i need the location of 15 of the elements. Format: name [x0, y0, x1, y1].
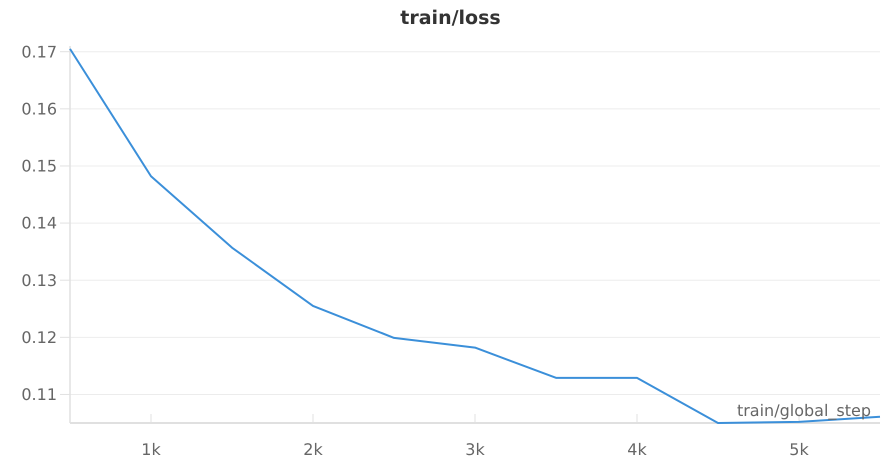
- y-tick-label: 0.17: [21, 42, 57, 62]
- x-tick-label: 1k: [141, 440, 162, 459]
- y-tick-label: 0.13: [21, 270, 57, 290]
- y-tick-label: 0.14: [21, 214, 57, 233]
- y-tick-label: 0.16: [21, 99, 57, 118]
- y-tick-label: 0.12: [21, 328, 57, 347]
- x-tick-label: 3k: [465, 440, 486, 459]
- chart-title: train/loss: [400, 7, 501, 29]
- x-tick-label: 2k: [303, 440, 324, 459]
- x-axis-title: train/global_step: [736, 401, 871, 420]
- y-tick-label: 0.15: [21, 156, 57, 176]
- x-tick-label: 5k: [789, 440, 810, 459]
- y-tick-label: 0.11: [21, 385, 57, 404]
- x-tick-label: 4k: [627, 440, 648, 459]
- line-series: [69, 48, 881, 424]
